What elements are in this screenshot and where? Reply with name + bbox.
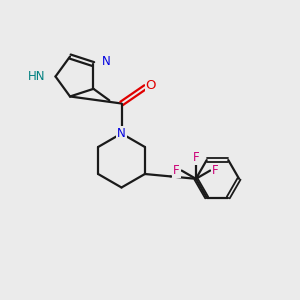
Text: HN: HN <box>28 70 45 83</box>
Text: N: N <box>102 55 111 68</box>
Text: F: F <box>173 164 179 177</box>
Text: F: F <box>212 164 219 177</box>
Text: O: O <box>146 79 156 92</box>
Text: N: N <box>117 127 126 140</box>
Text: F: F <box>193 151 199 164</box>
